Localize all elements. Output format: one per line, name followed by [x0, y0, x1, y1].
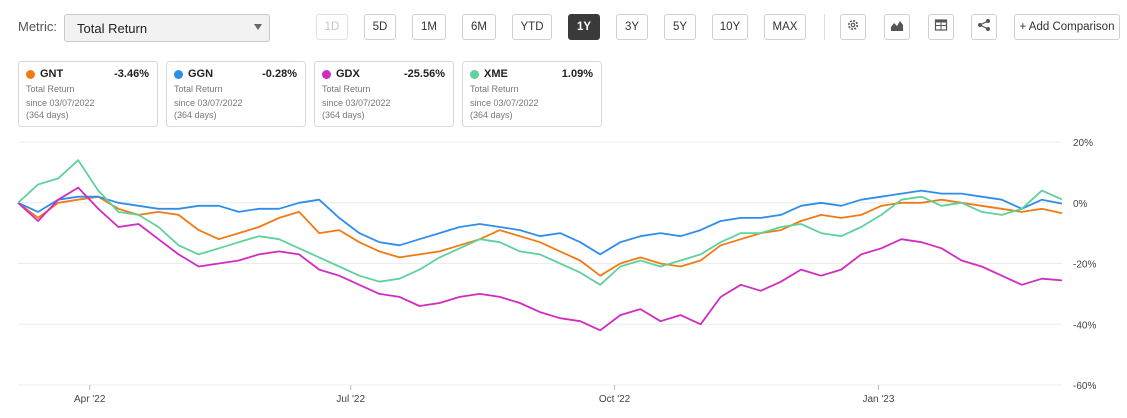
range-button-1y[interactable]: 1Y	[568, 14, 600, 40]
series-color-dot	[322, 70, 331, 79]
metric-label: Metric:	[18, 19, 57, 34]
y-tick-label: -20%	[1073, 260, 1096, 271]
card-since-date: since 03/07/2022	[26, 98, 95, 108]
card-since-date: since 03/07/2022	[322, 98, 391, 108]
y-tick-label: 20%	[1073, 138, 1093, 149]
ticker-card-gnt[interactable]: GNT -3.46% Total Return since 03/07/2022…	[18, 61, 158, 127]
card-days: (364 days)	[322, 110, 365, 120]
card-metric-label: Total Return	[322, 84, 371, 94]
ticker-change: -25.56%	[404, 68, 445, 80]
ticker-symbol: XME	[484, 68, 508, 80]
series-line-gdx	[17, 186, 1063, 332]
series-color-dot	[470, 70, 479, 79]
range-button-1d[interactable]: 1D	[316, 14, 348, 40]
y-tick-label: -60%	[1073, 381, 1096, 392]
toolbar: Metric: Total Return 1D 5D 1M 6M YTD 1Y …	[0, 0, 1127, 56]
table-view-button[interactable]	[928, 14, 954, 40]
chart-type-icon	[890, 18, 904, 37]
card-days: (364 days)	[174, 110, 217, 120]
range-button-5d[interactable]: 5D	[364, 14, 396, 40]
ticker-change: 1.09%	[561, 68, 593, 80]
card-metric-label: Total Return	[26, 84, 75, 94]
metric-select[interactable]: Total Return	[64, 14, 270, 42]
card-metric-label: Total Return	[174, 84, 223, 94]
ticker-symbol: GGN	[188, 68, 214, 80]
range-button-5y[interactable]: 5Y	[664, 14, 696, 40]
x-tick-label: Oct '22	[599, 394, 631, 405]
range-button-6m[interactable]: 6M	[462, 14, 496, 40]
add-comparison-button[interactable]: + Add Comparison	[1014, 14, 1120, 40]
ticker-card-ggn[interactable]: GGN -0.28% Total Return since 03/07/2022…	[166, 61, 306, 127]
series-color-dot	[174, 70, 183, 79]
share-icon	[977, 18, 991, 37]
range-button-1m[interactable]: 1M	[412, 14, 446, 40]
chevron-down-icon	[254, 24, 262, 30]
series-line-gnt	[17, 195, 1063, 277]
card-days: (364 days)	[26, 110, 69, 120]
range-button-3y[interactable]: 3Y	[616, 14, 648, 40]
total-return-chart[interactable]: 20% 0% -20% -40% -60% Apr '22 Jul '22 Oct '22 Ja…	[0, 130, 1127, 418]
chart-type-button[interactable]	[884, 14, 910, 40]
card-since-date: since 03/07/2022	[174, 98, 243, 108]
range-button-10y[interactable]: 10Y	[712, 14, 748, 40]
series-color-dot	[26, 70, 35, 79]
ticker-symbol: GNT	[40, 68, 64, 80]
card-since-date: since 03/07/2022	[470, 98, 539, 108]
ticker-change: -3.46%	[114, 68, 149, 80]
ticker-symbol: GDX	[336, 68, 360, 80]
y-tick-label: -40%	[1073, 320, 1096, 331]
ticker-change: -0.28%	[262, 68, 297, 80]
range-button-ytd[interactable]: YTD	[512, 14, 552, 40]
y-tick-label: 0%	[1073, 199, 1088, 210]
card-days: (364 days)	[470, 110, 513, 120]
table-icon	[934, 18, 948, 37]
metric-select-value: Total Return	[77, 21, 148, 36]
gear-icon	[846, 18, 860, 37]
toolbar-divider	[824, 14, 825, 40]
series-line-xme	[17, 159, 1063, 286]
ticker-card-xme[interactable]: XME 1.09% Total Return since 03/07/2022 …	[462, 61, 602, 127]
settings-button[interactable]	[840, 14, 866, 40]
range-button-max[interactable]: MAX	[764, 14, 806, 40]
ticker-card-gdx[interactable]: GDX -25.56% Total Return since 03/07/202…	[314, 61, 454, 127]
x-tick-label: Jan '23	[862, 394, 894, 405]
x-tick-label: Jul '22	[336, 394, 365, 405]
x-tick-label: Apr '22	[74, 394, 106, 405]
series-line-ggn	[17, 189, 1063, 256]
card-metric-label: Total Return	[470, 84, 519, 94]
share-button[interactable]	[971, 14, 997, 40]
